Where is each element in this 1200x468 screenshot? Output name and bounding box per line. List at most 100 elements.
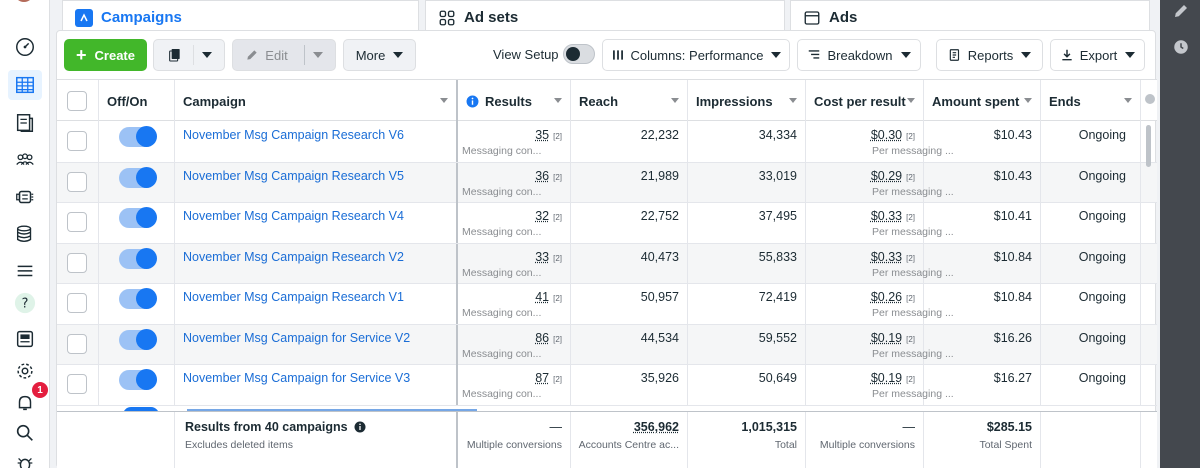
summary-reach-value[interactable]: 356,962: [633, 420, 679, 434]
results-footnote: [2]: [553, 172, 562, 182]
row-checkbox[interactable]: [67, 131, 87, 151]
search-icon[interactable]: [8, 418, 42, 448]
campaign-toggle[interactable]: [119, 288, 157, 309]
campaign-toggle[interactable]: [119, 247, 157, 269]
campaign-name-link[interactable]: November Msg Campaign Research V1: [183, 290, 404, 304]
sort-caret-icon[interactable]: [440, 98, 448, 103]
create-button[interactable]: + Create: [64, 39, 147, 71]
cpr-value[interactable]: $0.19: [870, 371, 903, 385]
breakdown-button[interactable]: Breakdown: [797, 39, 921, 71]
tab-ads[interactable]: Ads: [790, 0, 1150, 34]
more-button[interactable]: More: [343, 39, 416, 71]
campaign-name-link[interactable]: November Msg Campaign for Service V3: [183, 371, 411, 385]
table-row[interactable]: November Msg Campaign Research V5 36 [2] Me…: [57, 162, 1157, 203]
table-row[interactable]: November Msg Campaign for Service V3 87 [2…: [57, 365, 1157, 406]
cpr-value[interactable]: $0.33: [870, 209, 903, 223]
sort-caret-icon[interactable]: [1124, 98, 1132, 103]
tab-campaigns[interactable]: Campaigns: [62, 0, 419, 34]
bug-icon[interactable]: [8, 448, 42, 468]
news-icon[interactable]: [8, 324, 42, 354]
cpr-value[interactable]: $0.26: [870, 290, 903, 304]
row-checkbox[interactable]: [67, 374, 87, 394]
header-impressions[interactable]: Impressions: [688, 80, 806, 122]
pencil-icon[interactable]: [1172, 2, 1190, 20]
spent-cell: $16.26: [924, 324, 1041, 365]
reports-button[interactable]: Reports: [936, 39, 1043, 71]
results-value[interactable]: 33: [535, 249, 550, 264]
sort-caret-icon[interactable]: [671, 98, 679, 103]
campaign-toggle[interactable]: [119, 166, 157, 188]
info-icon[interactable]: [354, 421, 366, 433]
cpr-value[interactable]: $0.30: [870, 128, 903, 142]
cpr-type: Per messaging ...: [872, 388, 954, 400]
table-row[interactable]: November Msg Campaign Research V2 33 [2] Me…: [57, 243, 1157, 284]
header-reach[interactable]: Reach: [571, 80, 688, 122]
view-setup-toggle[interactable]: [563, 44, 595, 64]
edit-dropdown-icon[interactable]: [312, 52, 323, 58]
results-value[interactable]: 86: [535, 330, 550, 345]
table-row[interactable]: November Msg Campaign Research V6 35 [2] Me…: [57, 122, 1157, 163]
sort-caret-icon[interactable]: [554, 98, 562, 103]
table-row[interactable]: November Msg Campaign Research V1 41 [2] Me…: [57, 284, 1157, 325]
results-value[interactable]: 36: [535, 168, 550, 183]
avatar[interactable]: [14, 0, 34, 2]
export-button[interactable]: Export: [1050, 39, 1145, 71]
spent-value: $10.84: [993, 249, 1032, 264]
campaign-name-link[interactable]: November Msg Campaign Research V4: [183, 209, 404, 223]
campaigns-table-icon[interactable]: [8, 70, 42, 100]
campaign-toggle[interactable]: [119, 207, 157, 228]
pages-icon[interactable]: [8, 108, 42, 138]
campaign-toggle[interactable]: [119, 126, 157, 147]
ends-value: Ongoing: [1078, 371, 1126, 385]
campaign-name-link[interactable]: November Msg Campaign Research V5: [183, 168, 404, 183]
catalog-icon[interactable]: [8, 182, 42, 212]
table-row[interactable]: November Msg Campaign for Service V2 86 [2…: [57, 324, 1157, 365]
sort-caret-icon[interactable]: [1024, 98, 1032, 103]
header-campaign[interactable]: Campaign: [175, 80, 458, 122]
header-amount-spent[interactable]: Amount spent: [924, 80, 1041, 122]
campaigns-flag-icon: [75, 8, 93, 27]
results-value[interactable]: 32: [535, 209, 550, 223]
header-offon[interactable]: Off/On: [99, 80, 175, 122]
notifications-icon[interactable]: 1: [8, 382, 48, 418]
edit-button[interactable]: Edit: [232, 39, 336, 71]
campaign-name-link[interactable]: November Msg Campaign for Service V2: [183, 330, 411, 345]
results-value[interactable]: 41: [535, 290, 550, 304]
row-checkbox[interactable]: [67, 171, 87, 192]
cpr-value[interactable]: $0.19: [870, 330, 903, 345]
database-icon[interactable]: [8, 219, 42, 249]
settings-icon[interactable]: [8, 356, 42, 386]
header-results[interactable]: Results: [458, 80, 571, 122]
help-icon[interactable]: ?: [8, 288, 42, 318]
header-cost-per-result[interactable]: Cost per result: [806, 80, 924, 122]
cpr-value[interactable]: $0.29: [870, 168, 903, 183]
dashboard-icon[interactable]: [8, 32, 42, 62]
row-checkbox[interactable]: [67, 293, 87, 313]
duplicate-button[interactable]: [153, 39, 225, 71]
menu-icon[interactable]: [8, 255, 42, 285]
row-checkbox[interactable]: [67, 212, 87, 232]
header-ends[interactable]: Ends: [1041, 80, 1141, 122]
results-value[interactable]: 87: [535, 371, 550, 385]
table-scrollbar[interactable]: [1143, 123, 1153, 409]
table-row[interactable]: November Msg Campaign Research V4 32 [2] Me…: [57, 203, 1157, 244]
header-reach-label: Reach: [579, 93, 619, 109]
info-icon[interactable]: [466, 95, 479, 108]
audiences-icon[interactable]: [8, 145, 42, 175]
select-all-checkbox[interactable]: [67, 91, 87, 111]
sort-caret-icon[interactable]: [789, 98, 797, 103]
cpr-value[interactable]: $0.33: [870, 249, 903, 264]
row-checkbox[interactable]: [67, 252, 87, 273]
columns-button[interactable]: Columns: Performance: [602, 39, 790, 71]
campaign-toggle[interactable]: [119, 328, 157, 350]
campaign-name-link[interactable]: November Msg Campaign Research V6: [183, 128, 404, 142]
clock-icon[interactable]: [1172, 38, 1190, 56]
tab-adsets[interactable]: Ad sets: [425, 0, 785, 34]
campaign-name-link[interactable]: November Msg Campaign Research V2: [183, 249, 404, 264]
results-value[interactable]: 35: [535, 128, 550, 142]
row-checkbox[interactable]: [67, 333, 87, 354]
duplicate-dropdown-icon[interactable]: [201, 52, 212, 58]
add-column-icon[interactable]: [1145, 94, 1155, 104]
sort-caret-icon[interactable]: [907, 98, 915, 103]
campaign-toggle[interactable]: [119, 369, 157, 390]
